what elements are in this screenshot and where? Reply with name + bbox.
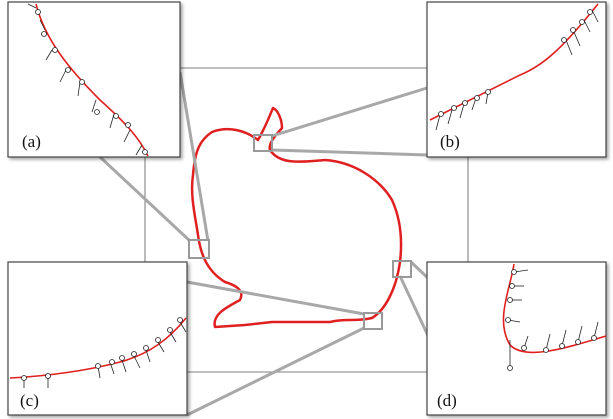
inset-b: (b)	[426, 1, 607, 158]
panel-label: (b)	[440, 132, 460, 151]
inset-a: (a)	[7, 1, 181, 158]
panel-label: (c)	[20, 391, 39, 410]
panel-label: (a)	[22, 132, 41, 151]
connectors	[98, 71, 432, 417]
inset-c: (c)	[7, 261, 188, 416]
bunny-outline	[190, 106, 403, 329]
zoom-boxes	[188, 134, 412, 330]
context-frame	[144, 67, 469, 373]
panel-label: (d)	[437, 391, 457, 410]
inset-d: (d)	[426, 261, 607, 416]
